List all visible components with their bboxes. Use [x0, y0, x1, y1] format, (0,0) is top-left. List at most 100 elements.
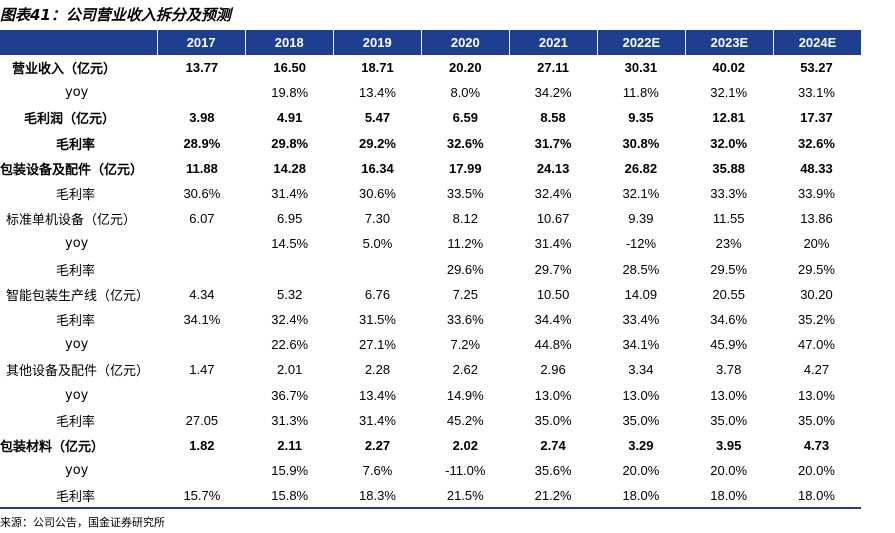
table-cell: 36.7% — [271, 387, 309, 403]
table-cell: 28.9% — [183, 135, 221, 151]
table-cell: 27.1% — [359, 337, 396, 353]
table-cell: 29.5% — [710, 261, 748, 277]
table-cell: 19.8% — [271, 85, 309, 101]
row-label: 包装材料（亿元） — [0, 439, 105, 455]
table-cell: 30.6% — [183, 186, 221, 202]
row-label: 毛利率 — [56, 263, 96, 279]
table-cell: 18.71 — [361, 60, 394, 76]
table-cell: 2.27 — [364, 437, 391, 453]
table-cell — [158, 382, 246, 407]
table-cell: 3.95 — [716, 437, 742, 453]
table-cell: 13.86 — [800, 211, 833, 227]
table-cell: 44.8% — [534, 337, 572, 353]
table-cell: 16.50 — [273, 60, 306, 76]
table-cell: 2.62 — [452, 362, 478, 378]
row-label: 毛利率 — [56, 414, 96, 430]
table-cell: 3.98 — [189, 110, 215, 126]
table-row: 其他设备及配件（亿元） 1.47 2.01 2.28 2.62 2.96 3.34 3.78 4… — [0, 357, 861, 382]
table-cell: 35.2% — [798, 311, 835, 327]
table-cell: 5.47 — [364, 110, 391, 126]
table-cell: 22.6% — [271, 337, 309, 353]
table-cell: 28.5% — [622, 261, 660, 277]
table-cell: 8.12 — [452, 211, 478, 227]
table-cell: 35.0% — [710, 412, 748, 428]
row-label: 毛利率 — [56, 137, 96, 153]
row-label: 智能包装生产线（亿元） — [6, 288, 150, 304]
table-cell: 23% — [715, 236, 742, 252]
table-cell: 29.6% — [446, 261, 484, 277]
header-year-cell: 2018 — [244, 30, 333, 55]
table-bottom-border — [0, 507, 861, 509]
table-cell: 1.47 — [189, 362, 215, 378]
table-cell: 32.4% — [534, 186, 572, 202]
table-cell: 32.1% — [622, 186, 660, 202]
table-cell: 45.9% — [710, 337, 748, 353]
table-cell: 33.3% — [710, 186, 748, 202]
table-cell: 34.2% — [534, 85, 572, 101]
table-cell: 10.50 — [536, 286, 570, 302]
table-cell: 21.5% — [446, 488, 484, 504]
table-cell: 2.96 — [540, 362, 566, 378]
table-title: 图表41：公司营业收入拆分及预测 — [0, 6, 231, 24]
table-cell: 14.09 — [624, 286, 658, 302]
table-cell: 33.9% — [798, 186, 835, 202]
table-cell: 20% — [803, 236, 830, 252]
table-row: 毛利率 34.1% 32.4% 31.5% 33.6% 34.4% 33.4% 34.6% 35… — [0, 307, 861, 332]
table-cell: 7.30 — [364, 211, 391, 227]
table-cell: 3.78 — [716, 362, 742, 378]
table-row: 毛利率 29.6% 29.7% 28.5% 29.5% 29.5% — [0, 257, 861, 282]
table-cell: 1.82 — [189, 437, 215, 453]
table-cell: 35.6% — [534, 463, 572, 479]
header-year-cell: 2024E — [772, 30, 861, 55]
table-cell: 17.99 — [449, 160, 482, 176]
table-cell: 32.6% — [798, 135, 835, 151]
table-row: 毛利率 28.9% 29.8% 29.2% 32.6% 31.7% 30.8% 32.0% 32… — [0, 131, 861, 156]
table-cell: 13.0% — [798, 387, 835, 403]
table-cell: 2.11 — [277, 437, 302, 453]
row-label: yoy — [65, 85, 89, 101]
table-cell — [158, 458, 246, 483]
table-cell: 11.88 — [185, 160, 218, 176]
table-header-row: 2017 2018 2019 2020 2021 2022E 2023E 2024E — [0, 30, 861, 55]
table-cell: 21.2% — [534, 488, 572, 504]
revenue-breakdown-table: 2017 2018 2019 2020 2021 2022E 2023E 2024E 营业收入… — [0, 30, 861, 508]
table-cell: 29.2% — [359, 135, 396, 151]
table-cell: 31.4% — [534, 236, 572, 252]
table-cell: 2.02 — [452, 437, 478, 453]
table-cell: 33.5% — [446, 186, 484, 202]
table-cell: 14.9% — [446, 387, 484, 403]
row-label: 毛利润（亿元） — [24, 112, 116, 128]
table-cell: 33.4% — [622, 311, 660, 327]
table-cell: 27.11 — [537, 60, 569, 76]
table-cell: 31.5% — [359, 311, 396, 327]
table-cell: 7.2% — [450, 337, 481, 353]
table-cell: 34.1% — [622, 337, 660, 353]
table-cell: 2.28 — [364, 362, 391, 378]
row-label: yoy — [65, 463, 89, 479]
row-label: 营业收入（亿元） — [12, 62, 117, 78]
table-cell: 30.20 — [800, 286, 833, 302]
table-cell: 2.01 — [277, 362, 303, 378]
table-row: yoy 14.5% 5.0% 11.2% 31.4% -12% 23% 20% — [0, 231, 861, 256]
table-cell: 20.20 — [449, 60, 482, 76]
table-cell: 13.4% — [359, 85, 396, 101]
table-cell: 4.34 — [189, 286, 215, 302]
table-row: 标准单机设备（亿元） 6.07 6.95 7.30 8.12 10.67 9.39 11.55… — [0, 206, 861, 231]
source-note: 来源：公司公告，国金证券研究所 — [0, 516, 165, 529]
row-label: 毛利率 — [56, 188, 96, 204]
table-cell: 18.0% — [622, 488, 660, 504]
table-cell: 2.74 — [540, 437, 566, 453]
table-cell: 5.32 — [277, 286, 303, 302]
header-year-cell: 2021 — [508, 30, 597, 55]
table-cell: 30.8% — [622, 135, 660, 151]
table-cell: 5.0% — [362, 236, 393, 252]
table-cell: 15.9% — [271, 463, 309, 479]
table-cell: 13.0% — [622, 387, 660, 403]
table-row: 毛利率 27.05 31.3% 31.4% 45.2% 35.0% 35.0% 35.0% 35… — [0, 408, 861, 433]
row-label: 包装设备及配件（亿元） — [0, 162, 144, 178]
table-cell: 29.8% — [271, 135, 309, 151]
table-cell: 12.81 — [712, 110, 745, 126]
table-cell: 20.0% — [798, 463, 835, 479]
table-cell: 18.0% — [798, 488, 835, 504]
table-cell: 30.6% — [359, 186, 396, 202]
